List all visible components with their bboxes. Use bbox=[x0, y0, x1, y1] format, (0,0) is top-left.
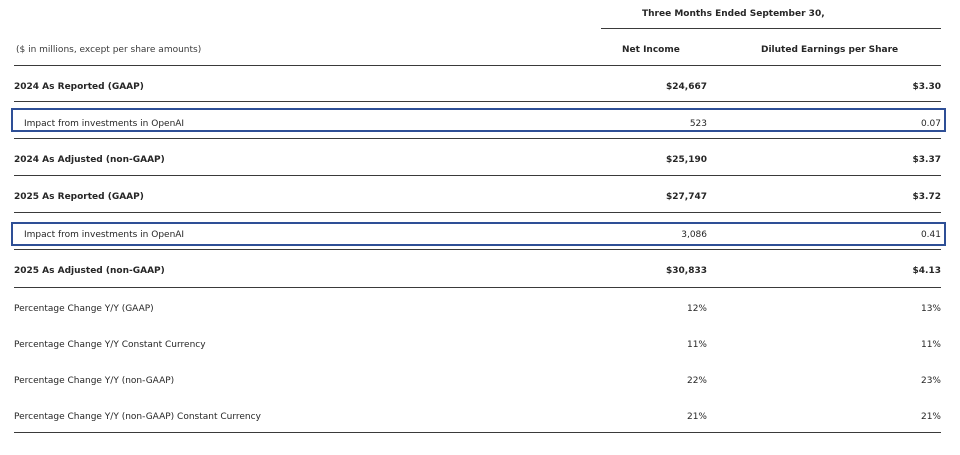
row-rule bbox=[14, 175, 941, 176]
net-income-value: 12% bbox=[686, 304, 707, 314]
row-rule bbox=[14, 101, 941, 102]
units-note: ($ in millions, except per share amounts… bbox=[16, 45, 202, 55]
highlight-box bbox=[11, 108, 946, 132]
row-label: Impact from investments in OpenAI bbox=[24, 230, 185, 240]
net-income-value: $27,747 bbox=[666, 192, 707, 202]
eps-value: 11% bbox=[920, 340, 941, 350]
row-label: Percentage Change Y/Y (GAAP) bbox=[14, 304, 154, 314]
net-income-value: 21% bbox=[686, 412, 707, 422]
net-income-value: $25,190 bbox=[666, 155, 707, 165]
period-header-rule bbox=[601, 28, 941, 29]
eps-value: 13% bbox=[920, 304, 941, 314]
row-rule bbox=[14, 212, 941, 213]
net-income-value: 11% bbox=[686, 340, 707, 350]
net-income-value: 523 bbox=[689, 119, 707, 129]
net-income-header: Net Income bbox=[622, 45, 680, 55]
period-header: Three Months Ended September 30, bbox=[642, 9, 825, 19]
net-income-value: $30,833 bbox=[666, 266, 707, 276]
row-label: 2024 As Reported (GAAP) bbox=[14, 82, 144, 92]
eps-value: $3.37 bbox=[912, 155, 941, 165]
eps-value: $3.30 bbox=[912, 82, 941, 92]
eps-header: Diluted Earnings per Share bbox=[761, 45, 899, 55]
row-label: 2024 As Adjusted (non-GAAP) bbox=[14, 155, 165, 165]
row-label: 2025 As Adjusted (non-GAAP) bbox=[14, 266, 165, 276]
row-rule bbox=[14, 287, 941, 288]
header-rule bbox=[14, 65, 941, 66]
eps-value: 0.07 bbox=[920, 119, 941, 129]
bottom-rule bbox=[14, 432, 941, 433]
row-label: Percentage Change Y/Y (non-GAAP) bbox=[14, 376, 175, 386]
eps-value: 21% bbox=[920, 412, 941, 422]
row-rule bbox=[14, 138, 941, 139]
eps-value: 23% bbox=[920, 376, 941, 386]
row-label: Percentage Change Y/Y Constant Currency bbox=[14, 340, 206, 350]
net-income-value: 3,086 bbox=[681, 230, 707, 240]
net-income-value: $24,667 bbox=[666, 82, 707, 92]
highlight-box bbox=[11, 222, 946, 246]
row-label: Percentage Change Y/Y (non-GAAP) Constan… bbox=[14, 412, 261, 422]
row-label: Impact from investments in OpenAI bbox=[24, 119, 185, 129]
eps-value: 0.41 bbox=[920, 230, 941, 240]
net-income-value: 22% bbox=[686, 376, 707, 386]
eps-value: $4.13 bbox=[912, 266, 941, 276]
row-label: 2025 As Reported (GAAP) bbox=[14, 192, 144, 202]
eps-value: $3.72 bbox=[912, 192, 941, 202]
row-rule bbox=[14, 249, 941, 250]
